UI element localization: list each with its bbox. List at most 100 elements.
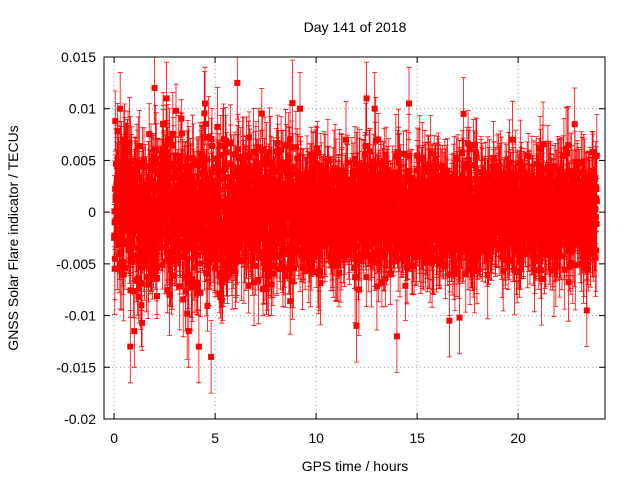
data-point xyxy=(357,204,364,211)
data-point xyxy=(241,179,248,186)
data-point xyxy=(440,250,447,257)
data-point xyxy=(446,317,453,324)
data-point xyxy=(216,186,223,193)
data-point xyxy=(222,242,229,249)
data-point xyxy=(130,288,137,294)
data-point xyxy=(322,214,329,221)
data-point xyxy=(213,235,220,242)
data-point xyxy=(484,252,491,259)
data-point xyxy=(517,160,524,167)
data-point xyxy=(122,265,128,271)
data-point xyxy=(432,186,439,193)
data-point xyxy=(574,180,581,187)
data-point xyxy=(501,213,508,220)
data-point xyxy=(426,228,433,235)
data-point xyxy=(339,174,345,181)
data-point xyxy=(342,184,349,191)
data-point xyxy=(498,177,505,184)
data-point xyxy=(550,178,557,185)
data-point xyxy=(357,198,364,205)
data-point xyxy=(433,181,440,187)
data-point xyxy=(176,187,183,194)
data-point xyxy=(175,158,182,165)
data-point xyxy=(209,199,216,206)
data-point xyxy=(458,242,465,249)
data-point xyxy=(362,171,369,178)
data-point xyxy=(113,218,120,225)
data-point xyxy=(313,145,320,152)
data-point xyxy=(263,240,270,247)
data-point xyxy=(479,247,486,254)
data-point xyxy=(134,168,141,175)
data-point xyxy=(355,210,362,217)
data-point xyxy=(552,262,559,269)
data-point xyxy=(162,180,169,187)
y-tick-label: 0.01 xyxy=(69,101,96,117)
data-point xyxy=(245,282,252,289)
data-point xyxy=(204,302,211,309)
data-point xyxy=(385,167,392,174)
data-point xyxy=(489,234,496,241)
data-point xyxy=(266,219,273,226)
data-point xyxy=(114,204,121,210)
data-point xyxy=(376,179,383,186)
data-point xyxy=(487,206,494,213)
data-point xyxy=(294,155,301,162)
data-point xyxy=(507,189,514,196)
data-point xyxy=(231,204,238,211)
data-point xyxy=(122,190,129,196)
data-point xyxy=(309,238,316,244)
data-point xyxy=(483,218,490,225)
data-point xyxy=(280,264,286,271)
data-point xyxy=(402,190,409,197)
data-point xyxy=(306,256,313,263)
data-point xyxy=(301,201,308,208)
data-point xyxy=(551,240,558,247)
data-point xyxy=(152,259,159,266)
data-point xyxy=(265,273,272,280)
data-point xyxy=(451,259,457,266)
data-point xyxy=(537,145,544,152)
data-point xyxy=(231,200,238,207)
data-point xyxy=(178,175,185,182)
data-point xyxy=(573,195,580,202)
data-point xyxy=(282,273,289,280)
data-point xyxy=(536,202,543,209)
data-point xyxy=(397,255,403,262)
data-point xyxy=(156,237,163,244)
data-point xyxy=(197,208,204,214)
data-point xyxy=(423,217,430,223)
data-point xyxy=(481,181,488,188)
data-point xyxy=(533,216,540,223)
data-point xyxy=(347,237,354,244)
data-point xyxy=(157,204,164,211)
data-point xyxy=(199,151,205,157)
data-point xyxy=(509,198,516,205)
data-point xyxy=(556,218,563,225)
data-point xyxy=(218,273,225,280)
data-point xyxy=(390,170,396,177)
data-point xyxy=(321,243,328,250)
data-point xyxy=(229,238,235,244)
data-point xyxy=(119,163,126,170)
data-point xyxy=(251,177,258,184)
data-point xyxy=(475,243,482,250)
data-point xyxy=(314,199,321,206)
data-point xyxy=(313,242,320,249)
data-point xyxy=(234,246,241,253)
data-point xyxy=(121,157,128,164)
data-point xyxy=(510,177,517,184)
data-point xyxy=(239,153,246,160)
data-point xyxy=(309,183,316,190)
data-point xyxy=(456,256,463,263)
data-point xyxy=(217,202,224,209)
data-point xyxy=(461,160,468,167)
data-point xyxy=(235,146,242,153)
data-point xyxy=(163,95,170,102)
data-point xyxy=(471,243,478,249)
data-point xyxy=(593,247,600,254)
data-point xyxy=(155,221,162,228)
data-point xyxy=(185,227,192,234)
data-point xyxy=(131,328,138,335)
data-point xyxy=(516,227,523,234)
